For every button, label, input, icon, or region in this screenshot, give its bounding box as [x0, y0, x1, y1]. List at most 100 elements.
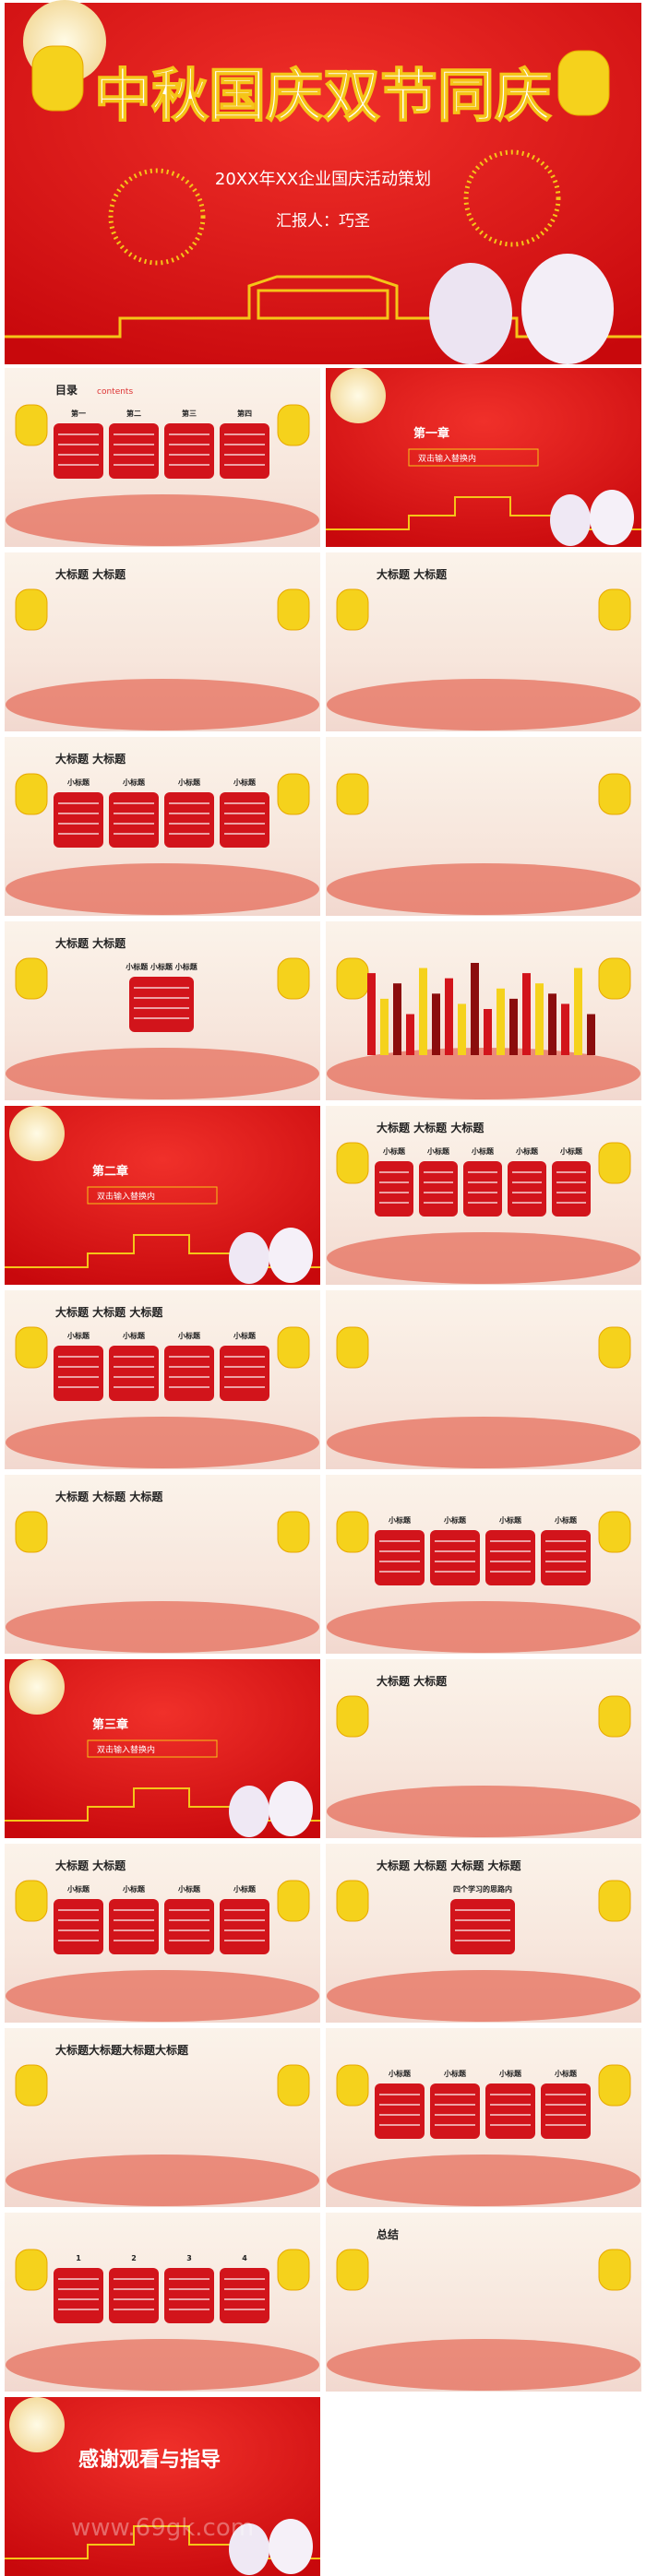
ink-splash [327, 863, 640, 915]
lantern [15, 1326, 48, 1369]
lantern [336, 2249, 369, 2291]
slide-title: 大标题 大标题 大标题 [377, 1121, 484, 1134]
firework [463, 149, 561, 247]
slide: 大标题 大标题 [326, 552, 641, 731]
lantern [277, 404, 310, 446]
content-box [109, 423, 159, 479]
lantern [277, 588, 310, 631]
content-label: 第四 [237, 409, 252, 418]
chapter-text: 双击输入替换内 [418, 453, 476, 464]
ink-splash [327, 1786, 640, 1837]
lantern [598, 588, 631, 631]
ink-splash [327, 1601, 640, 1653]
content-box [164, 1899, 214, 1954]
thanks-title: 感谢观看与指导 [78, 2448, 221, 2472]
lantern [598, 1695, 631, 1738]
lantern [277, 1326, 310, 1369]
content-label: 小标题 [177, 1331, 201, 1340]
slide [326, 1290, 641, 1469]
content-box [375, 1530, 425, 1585]
content-label: 四个学习的思路内 [453, 1884, 512, 1893]
lantern [598, 2249, 631, 2291]
moon [9, 1659, 65, 1715]
bar [419, 967, 427, 1055]
content-label: 2 [131, 2254, 137, 2262]
bar [561, 1003, 569, 1055]
content-box [164, 423, 214, 479]
slide: 小标题 小标题 小标题 小标题 [326, 2028, 641, 2207]
ink-splash [327, 679, 640, 730]
content-label: 小标题 [122, 1331, 146, 1340]
content-box [541, 1530, 591, 1585]
ink-splash [6, 2339, 319, 2391]
lantern [15, 2249, 48, 2291]
rabbit [429, 263, 512, 364]
slide-title: 大标题 大标题 [55, 567, 126, 581]
lantern [336, 2064, 369, 2107]
slide-title: 大标题 大标题 [377, 567, 448, 581]
content-box [54, 1346, 103, 1401]
content-box [220, 2268, 269, 2323]
moon [330, 368, 386, 423]
lantern [598, 1326, 631, 1369]
slide-title: 总结 [377, 2227, 399, 2241]
lantern [598, 773, 631, 815]
content-label: 小标题 [177, 1884, 201, 1893]
slide: 小标题 小标题 小标题 小标题 [326, 1475, 641, 1654]
slide-title: 大标题 大标题 [377, 1674, 448, 1688]
lantern [598, 1511, 631, 1553]
moon [9, 2397, 65, 2452]
ink-splash [6, 679, 319, 730]
content-box [109, 792, 159, 848]
slide [326, 921, 641, 1100]
content-box [54, 2268, 103, 2323]
content-label: 小标题 [388, 2069, 412, 2078]
bar [509, 998, 518, 1055]
cover-title: 中秋国庆双节同庆 [94, 62, 552, 129]
content-label: 小标题 [122, 1884, 146, 1893]
lantern [277, 1511, 310, 1553]
lantern [598, 957, 631, 1000]
rabbit [229, 2523, 269, 2575]
content-box [485, 2083, 535, 2139]
rabbit [229, 1786, 269, 1837]
lantern [15, 1880, 48, 1922]
slide-title: 大标题 大标题 大标题 [55, 1305, 163, 1319]
slide: 大标题 大标题 [326, 1659, 641, 1838]
lantern [15, 404, 48, 446]
content-box [419, 1161, 458, 1217]
content-label: 小标题 [233, 778, 257, 787]
chapter-title: 第三章 [92, 1717, 128, 1732]
content-box [164, 792, 214, 848]
bar [367, 973, 376, 1055]
slide-title: 大标题 大标题 [55, 1858, 126, 1872]
watermark: www.69gk.com [71, 2514, 254, 2542]
slide: 目录 contents 第一 第二 第三 第四 [5, 368, 320, 547]
chapter-text: 双击输入替换内 [97, 1744, 155, 1755]
content-box [508, 1161, 546, 1217]
content-label: 小标题 [66, 1884, 90, 1893]
lantern [277, 957, 310, 1000]
content-label: 小标题 [233, 1331, 257, 1340]
ink-splash [6, 1601, 319, 1653]
lantern [15, 2064, 48, 2107]
content-label: 小标题 [554, 2069, 578, 2078]
bar [406, 1014, 414, 1055]
lantern [15, 957, 48, 1000]
slide: 大标题大标题大标题大标题 [5, 2028, 320, 2207]
lantern [336, 1880, 369, 1922]
lantern [557, 50, 610, 116]
content-box [109, 1899, 159, 1954]
bar [471, 963, 479, 1055]
bar [393, 983, 401, 1055]
lantern [598, 1142, 631, 1184]
content-label: 第三 [182, 409, 197, 418]
ink-splash [6, 863, 319, 915]
text-box [408, 448, 539, 467]
content-box [541, 2083, 591, 2139]
ink-splash [327, 2155, 640, 2206]
